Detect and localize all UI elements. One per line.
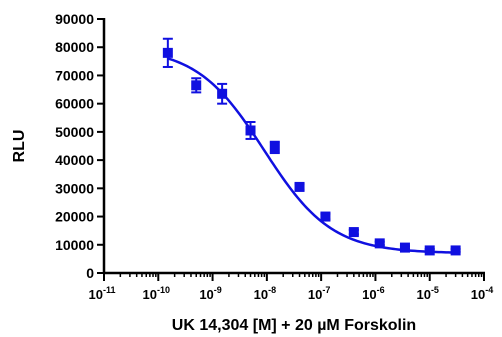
data-points-layer xyxy=(162,37,461,256)
data-point xyxy=(424,245,435,256)
data-point xyxy=(294,181,305,192)
square-marker xyxy=(245,125,256,136)
y-tick-label: 90000 xyxy=(55,11,94,27)
fit-curve xyxy=(167,57,456,254)
square-marker xyxy=(269,142,280,153)
square-marker xyxy=(424,245,435,256)
y-tick-label: 20000 xyxy=(55,209,94,225)
axes xyxy=(102,18,485,275)
data-point xyxy=(245,121,256,140)
y-tick-label: 70000 xyxy=(55,67,94,83)
y-tick-label: 0 xyxy=(86,265,94,281)
data-point xyxy=(399,242,410,253)
square-marker xyxy=(162,47,173,58)
x-axis-title: UK 14,304 [M] + 20 µM Forskolin xyxy=(172,317,416,334)
x-tick-label: 10-11 xyxy=(89,285,116,302)
square-marker xyxy=(374,238,385,249)
data-point xyxy=(269,140,280,155)
fit-curve-layer xyxy=(167,57,456,254)
y-tick-label: 80000 xyxy=(55,39,94,55)
y-tick-label: 40000 xyxy=(55,152,94,168)
y-tick-label: 60000 xyxy=(55,96,94,112)
x-axis-ticks: 10-11 10-10 10-9 10-8 10-7 10-6 10-5 10-4 xyxy=(89,273,493,302)
data-point xyxy=(320,211,331,222)
square-marker xyxy=(348,227,359,238)
data-point xyxy=(217,82,228,105)
data-point xyxy=(348,227,359,238)
y-tick-label: 10000 xyxy=(55,237,94,253)
data-point xyxy=(162,37,173,68)
y-axis-ticks: 0 10000 20000 30000 40000 50000 60000 70000 8000… xyxy=(55,11,104,281)
data-point xyxy=(191,77,202,94)
data-point xyxy=(450,245,461,256)
square-marker xyxy=(399,242,410,253)
x-tick-label: 10-7 xyxy=(308,285,330,302)
x-tick-label: 10-9 xyxy=(199,285,221,302)
square-marker xyxy=(450,245,461,256)
x-tick-label: 10-4 xyxy=(471,285,493,302)
square-marker xyxy=(191,80,202,91)
x-tick-label: 10-6 xyxy=(362,285,384,302)
y-tick-label: 30000 xyxy=(55,180,94,196)
square-marker xyxy=(320,211,331,222)
x-tick-label: 10-10 xyxy=(143,285,170,302)
data-point xyxy=(374,238,385,249)
x-tick-label: 10-8 xyxy=(254,285,276,302)
y-axis-title: RLU xyxy=(11,130,28,163)
x-tick-label: 10-5 xyxy=(416,285,438,302)
square-marker xyxy=(294,181,305,192)
square-marker xyxy=(217,88,228,99)
y-tick-label: 50000 xyxy=(55,124,94,140)
